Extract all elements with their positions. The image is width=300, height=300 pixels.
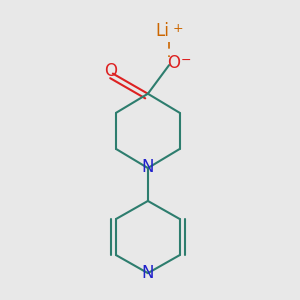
Text: −: −	[181, 54, 191, 67]
Text: O: O	[167, 54, 180, 72]
Text: N: N	[142, 264, 154, 282]
Text: N: N	[142, 158, 154, 176]
Text: +: +	[172, 22, 183, 35]
Text: O: O	[104, 62, 117, 80]
Text: Li: Li	[156, 22, 170, 40]
